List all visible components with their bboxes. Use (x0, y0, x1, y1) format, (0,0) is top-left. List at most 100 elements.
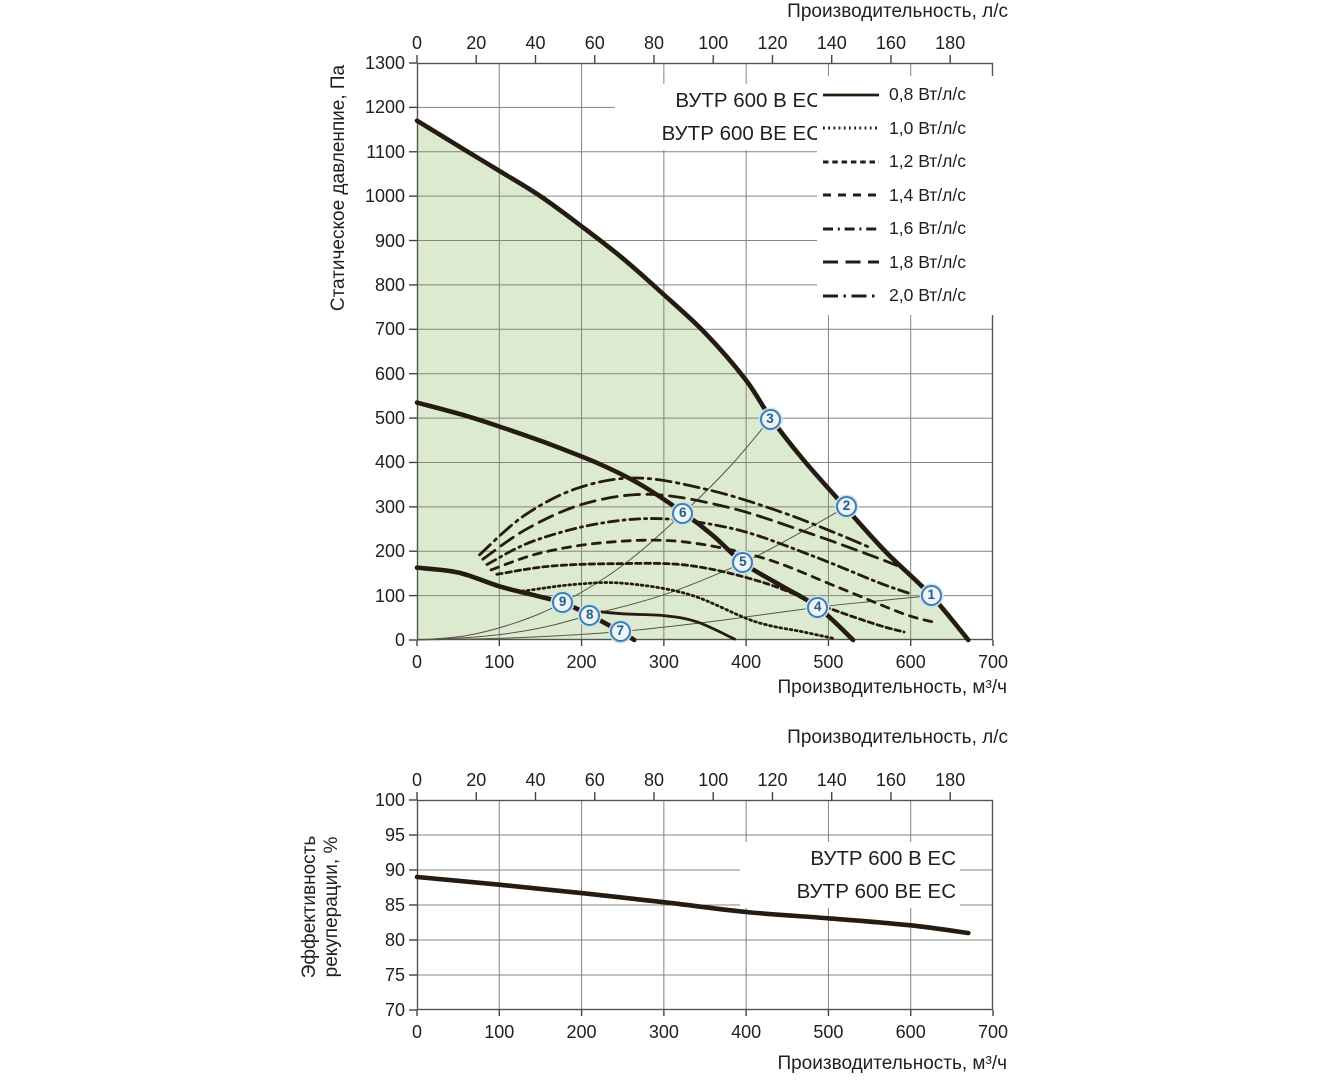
legend-line-sample (823, 227, 879, 231)
legend-line-sample (823, 193, 879, 197)
efficiency-curve (414, 874, 971, 936)
x-top-tick-label-120: 120 (757, 33, 788, 53)
x-top-tick-label-20: 20 (466, 770, 487, 790)
operating-point-9: 9 (552, 592, 574, 614)
x-tick-label-500: 500 (813, 652, 844, 672)
operating-point-5: 5 (732, 552, 754, 574)
y-tick-label-600: 600 (374, 363, 405, 384)
x-top-tick-label-40: 40 (525, 33, 546, 53)
x-tick-label-0: 0 (411, 652, 422, 672)
legend-label: 0,8 Вт/л/с (889, 84, 966, 105)
x-top-tick-label-100: 100 (698, 770, 729, 790)
x-top-tick-label-160: 160 (875, 770, 906, 790)
x-top-tick-label-20: 20 (466, 33, 487, 53)
y-tick-label-70: 70 (384, 1000, 405, 1020)
y-tick-label-900: 900 (374, 230, 405, 251)
y-tick-label-85: 85 (384, 895, 405, 915)
x-top-tick-label-80: 80 (643, 33, 664, 53)
legend-item-1-6-Вт-л-с: 1,6 Вт/л/с (822, 212, 995, 246)
x-top-tick-label-100: 100 (698, 33, 729, 53)
x-top-tick-label-80: 80 (643, 770, 664, 790)
fan-chart-plot-area (409, 55, 994, 646)
legend-label: 1,8 Вт/л/с (889, 251, 966, 272)
x-tick-label-400: 400 (731, 652, 762, 672)
y-tick-label-1100: 1100 (366, 141, 405, 162)
x-tick-label-600: 600 (895, 1022, 926, 1042)
x-tick-label-100: 100 (484, 652, 515, 672)
x-top-tick-label-0: 0 (411, 33, 422, 53)
y-tick-label-400: 400 (374, 452, 405, 473)
y-tick-label-300: 300 (374, 496, 405, 517)
legend-line-sample (823, 160, 879, 164)
fan-performance-curve-svg (409, 55, 994, 646)
legend-item-1-0-Вт-л-с: 1,0 Вт/л/с (822, 112, 995, 146)
legend-line-sample (823, 93, 879, 97)
y-tick-label-0: 0 (394, 630, 405, 650)
y-tick-label-95: 95 (384, 825, 405, 845)
operating-point-3: 3 (759, 408, 781, 430)
top-axis-title-ls: Производительность, л/с (787, 1, 1008, 22)
x-tick-label-100: 100 (484, 1022, 515, 1042)
legend-label: 1,2 Вт/л/с (889, 151, 966, 172)
eff-top-axis-title-ls: Производительность, л/с (787, 727, 1008, 748)
y-tick-label-75: 75 (384, 965, 405, 985)
operating-point-7: 7 (609, 621, 631, 643)
sfp-1.4 (489, 538, 936, 624)
legend-label: 1,0 Вт/л/с (889, 117, 966, 138)
efficiency-chart-title-1: ВУТР 600 В ЕС (810, 847, 956, 870)
grid-lines (417, 63, 993, 640)
x-tick-label-600: 600 (895, 652, 926, 672)
operating-point-4: 4 (807, 596, 829, 618)
fan-chart-titles: ВУТР 600 В ЕС ВУТР 600 ВЕ ЕС (615, 84, 825, 150)
x-tick-label-700: 700 (977, 1022, 1009, 1042)
fan-chart-x-axis-title: Производительность, м³/ч (777, 677, 1007, 698)
legend-label: 1,4 Вт/л/с (889, 184, 966, 205)
operating-point-6: 6 (672, 503, 694, 524)
y-tick-label-700: 700 (374, 319, 405, 340)
y-tick-label-100: 100 (374, 790, 405, 810)
y-tick-label-80: 80 (384, 930, 405, 950)
efficiency-y-title-line1: Эффективность (299, 835, 320, 979)
legend-item-0-8-Вт-л-с: 0,8 Вт/л/с (822, 78, 995, 112)
efficiency-chart-x-axis-title: Производительность, м³/ч (777, 1053, 1007, 1074)
operating-point-2: 2 (836, 496, 858, 518)
operating-point-8: 8 (579, 604, 601, 626)
x-top-tick-label-120: 120 (757, 770, 788, 790)
sfp-0.8 (583, 608, 736, 641)
sfp-2.0 (478, 476, 873, 557)
x-top-tick-label-180: 180 (935, 770, 966, 790)
operating-point-1: 1 (920, 585, 942, 607)
x-top-tick-label-40: 40 (525, 770, 546, 790)
x-tick-label-400: 400 (731, 1022, 762, 1042)
x-tick-label-200: 200 (566, 1022, 597, 1042)
x-top-tick-label-0: 0 (411, 770, 422, 790)
y-tick-label-200: 200 (374, 541, 405, 562)
x-tick-label-300: 300 (648, 1022, 679, 1042)
legend-item-1-2-Вт-л-с: 1,2 Вт/л/с (822, 145, 995, 179)
x-tick-label-700: 700 (977, 652, 1009, 672)
efficiency-chart-titles: ВУТР 600 В ЕС ВУТР 600 ВЕ ЕС (740, 842, 960, 908)
x-top-tick-label-140: 140 (816, 770, 847, 790)
x-top-tick-label-60: 60 (584, 33, 605, 53)
y-tick-label-1300: 1300 (364, 53, 405, 73)
sfp-1.2 (495, 561, 906, 634)
system-line-b (416, 506, 847, 641)
y-tick-label-800: 800 (374, 274, 405, 295)
fan-curve-max-speed (414, 118, 971, 643)
legend-item-2-0-Вт-л-с: 2,0 Вт/л/с (822, 279, 995, 313)
fan-curve-mid-speed (414, 400, 856, 643)
legend-item-1-4-Вт-л-с: 1,4 Вт/л/с (822, 179, 995, 213)
x-tick-label-300: 300 (648, 652, 679, 672)
sfp-1.0 (520, 581, 834, 640)
x-tick-label-200: 200 (566, 652, 597, 672)
legend-item-1-8-Вт-л-с: 1,8 Вт/л/с (822, 246, 995, 280)
x-top-tick-label-160: 160 (875, 33, 906, 53)
legend-line-sample (823, 260, 879, 264)
fan-chart-title-2: ВУТР 600 ВЕ ЕС (661, 122, 821, 145)
operating-range-area (417, 120, 969, 640)
efficiency-chart-title-2: ВУТР 600 ВЕ ЕС (796, 880, 956, 903)
x-top-tick-label-140: 140 (816, 33, 847, 53)
fan-chart-title-1: ВУТР 600 В ЕС (675, 89, 821, 112)
legend-label: 2,0 Вт/л/с (889, 285, 966, 306)
